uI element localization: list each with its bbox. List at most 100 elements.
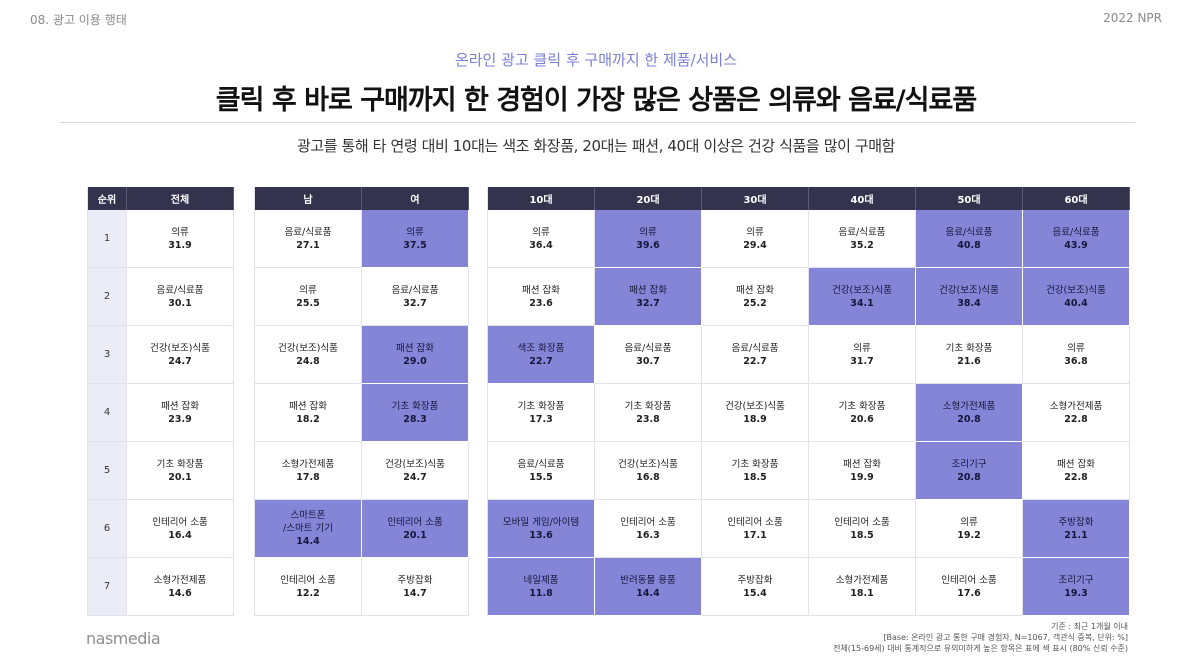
cell-label: 기초 화장품 [517,400,565,412]
cell-value: 39.6 [636,239,660,251]
table-cell: 인테리어 소품 16.3 [595,500,702,558]
cell-value: 22.7 [529,355,553,367]
rank-cell: 4 [88,384,127,442]
age-20s-header: 20대 [595,187,702,210]
table-cell: 건강(보조)식품 24.8 [255,326,362,384]
cell-value: 23.9 [168,413,192,425]
table-cell: 건강(보조)식품 40.4 [1023,268,1130,326]
cell-label: 인테리어 소품 [620,516,676,528]
table-cell: 건강(보조)식품 38.4 [916,268,1023,326]
rank-cell: 7 [88,558,127,616]
cell-value: 40.4 [1064,297,1088,309]
cell-value: 18.5 [743,471,767,483]
cell-value: 36.8 [1064,355,1088,367]
table-cell: 소형가전제품 22.8 [1023,384,1130,442]
cell-value: 15.4 [743,587,767,599]
cell-value: 23.6 [529,297,553,309]
cell-label: 음료/식료품 [1052,226,1100,238]
cell-label: 건강(보조)식품 [385,458,445,470]
rank-cell: 2 [88,268,127,326]
table-cell: 의류 29.4 [702,210,809,268]
cell-value: 37.5 [403,239,427,251]
table-cell: 기초 화장품 23.8 [595,384,702,442]
page-description: 광고를 통해 타 연령 대비 10대는 색조 화장품, 20대는 패션, 40대… [296,137,896,155]
table-cell: 건강(보조)식품 24.7 [362,442,469,500]
cell-value: 11.8 [529,587,553,599]
rank-cell: 5 [88,442,127,500]
cell-label: 의류 [299,284,317,296]
cell-value: 43.9 [1064,239,1088,251]
table-cell: 음료/식료품 40.8 [916,210,1023,268]
gender-table: 남 음료/식료품 27.1 의류 25.5 건강(보조)식품 24.8 패션 잡화 18.2 소형… [254,187,469,616]
table-cell: 패션 잡화 19.9 [809,442,916,500]
cell-label: 패션 잡화 [161,400,199,412]
cell-value: 38.4 [957,297,981,309]
cell-label: 의류 [1067,342,1085,354]
report-label: 2022 NPR [1103,11,1162,25]
total-table: 순위 1 2 3 4 5 6 7 전체 의류 31.9 음료/식료품 30.1 건강(보조)식품 24.7… [87,187,234,616]
table-cell: 건강(보조)식품 24.7 [127,326,234,384]
cell-label: 모바일 게임/아이템 [502,516,580,528]
cell-value: 20.8 [957,471,981,483]
cell-value: 34.1 [850,297,874,309]
cell-value: 18.1 [850,587,874,599]
rank-cell: 1 [88,210,127,268]
cell-value: 18.2 [296,413,320,425]
table-cell: 의류 39.6 [595,210,702,268]
table-cell: 패션 잡화 23.9 [127,384,234,442]
cell-label: 의류 [746,226,764,238]
section-label: 08. 광고 이용 행태 [30,13,127,27]
cell-label: 주방잡화 [737,574,773,586]
total-header: 전체 [127,187,234,210]
cell-value: 18.5 [850,529,874,541]
table-cell: 의류 31.9 [127,210,234,268]
rank-column: 순위 1 2 3 4 5 6 7 [88,187,127,616]
cell-value: 19.3 [1064,587,1088,599]
cell-label: 소형가전제품 [1049,400,1103,412]
cell-value: 20.1 [168,471,192,483]
table-cell: 패션 잡화 18.2 [255,384,362,442]
cell-label: 의류 [532,226,550,238]
table-cell: 인테리어 소품 16.4 [127,500,234,558]
cell-value: 17.8 [296,471,320,483]
cell-label: 건강(보조)식품 [832,284,892,296]
cell-label: 음료/식료품 [731,342,779,354]
table-cell: 기초 화장품 28.3 [362,384,469,442]
cell-label: 인테리어 소품 [941,574,997,586]
age-20s-column: 20대 의류 39.6 패션 잡화 32.7 음료/식료품 30.7 기초 화장품 23.8 건강… [595,187,702,616]
cell-value: 21.6 [957,355,981,367]
page-title: 클릭 후 바로 구매까지 한 경험이 가장 많은 상품은 의류와 음료/식료품 [215,85,977,116]
age-40s-header: 40대 [809,187,916,210]
age-60s-column: 60대 음료/식료품 43.9 건강(보조)식품 40.4 의류 36.8 소형가전제품 22.… [1023,187,1130,616]
cell-label: 조리기구 [951,458,987,470]
age-30s-header: 30대 [702,187,809,210]
cell-label: 의류 [406,226,424,238]
table-cell: 기초 화장품 21.6 [916,326,1023,384]
age-60s-header: 60대 [1023,187,1130,210]
table-cell: 의류 36.4 [488,210,595,268]
cell-label: 인테리어 소품 [387,516,443,528]
age-table: 10대 의류 36.4 패션 잡화 23.6 색조 화장품 22.7 기초 화장품 17.3 음료… [487,187,1130,616]
cell-label: 패션 잡화 [843,458,881,470]
cell-value: 14.7 [403,587,427,599]
cell-label: 패션 잡화 [1057,458,1095,470]
cell-value: 31.7 [850,355,874,367]
cell-label: 주방잡화 [1058,516,1094,528]
table-cell: 의류 31.7 [809,326,916,384]
cell-value: 20.6 [850,413,874,425]
footnote-significance: 전체(15-69세) 대비 통계적으로 유의미하게 높은 항목은 표에 색 표시… [833,644,1128,653]
cell-value: 25.2 [743,297,767,309]
table-cell: 음료/식료품 43.9 [1023,210,1130,268]
cell-value: 29.4 [743,239,767,251]
footnote-basis: 기준 : 최근 1개월 이내 [1051,622,1128,631]
table-cell: 주방잡화 15.4 [702,558,809,616]
cell-value: 40.8 [957,239,981,251]
cell-value: 21.1 [1064,529,1088,541]
age-50s-column: 50대 음료/식료품 40.8 건강(보조)식품 38.4 기초 화장품 21.6 소형가전제… [916,187,1023,616]
table-cell: 인테리어 소품 20.1 [362,500,469,558]
cell-label: 기초 화장품 [156,458,204,470]
table-cell: 건강(보조)식품 16.8 [595,442,702,500]
cell-value: 25.5 [296,297,320,309]
cell-value: 14.6 [168,587,192,599]
cell-value: 17.3 [529,413,553,425]
